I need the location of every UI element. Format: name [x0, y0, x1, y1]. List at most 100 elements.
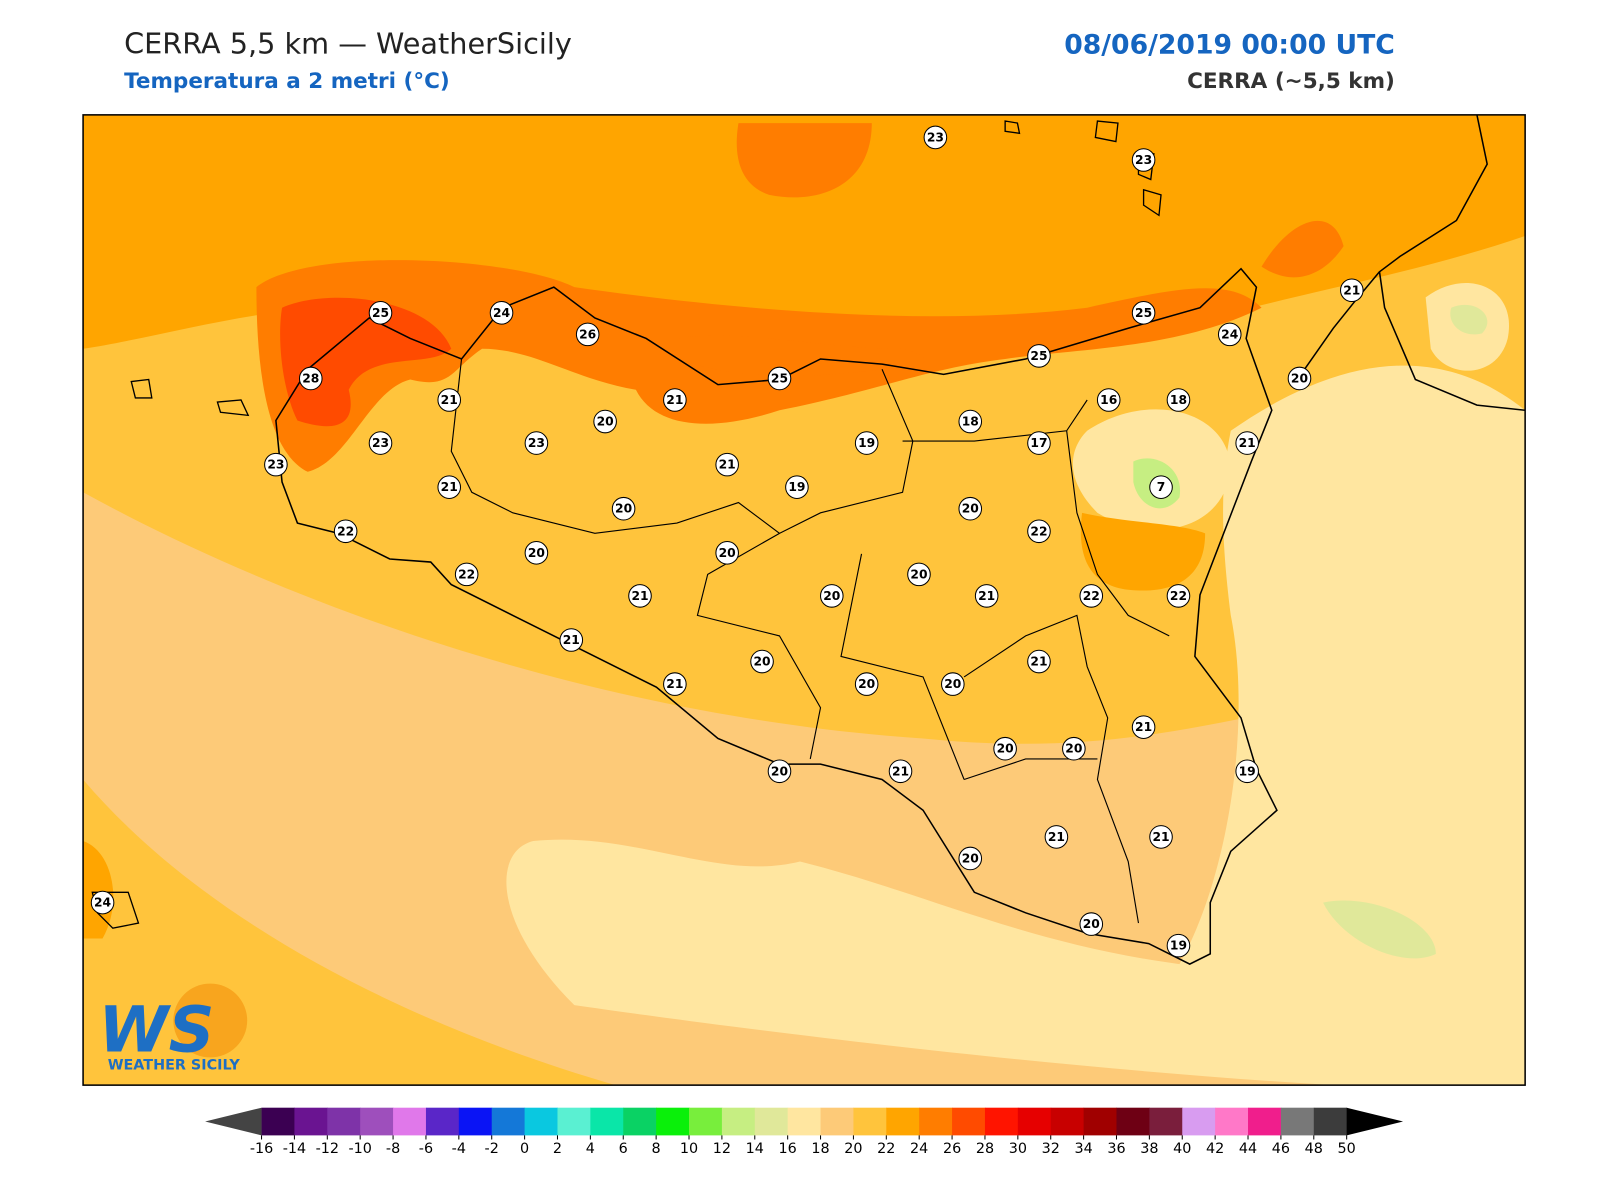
station: 21	[559, 628, 584, 652]
station-marker	[298, 366, 323, 391]
colorbar-tick-label: 40	[1173, 1141, 1191, 1157]
station-value: 22	[458, 567, 475, 581]
station-value: 24	[1221, 327, 1238, 341]
station: 20	[767, 759, 792, 784]
station-value: 21	[441, 393, 458, 407]
station: 20	[611, 496, 636, 521]
colorbar-tick-label: 2	[553, 1141, 562, 1157]
station-value: 19	[788, 480, 805, 494]
station-marker	[368, 301, 393, 325]
station: 26	[575, 322, 600, 347]
station-marker	[611, 496, 636, 521]
station-marker	[437, 475, 462, 499]
station-marker	[1339, 278, 1364, 303]
station-marker	[593, 409, 617, 434]
station-marker	[907, 562, 931, 587]
station-marker	[941, 672, 965, 696]
colorbar-tick-label: 22	[877, 1141, 895, 1157]
station-marker	[767, 366, 792, 391]
station-marker	[1149, 825, 1173, 849]
station-value: 22	[1030, 524, 1047, 538]
station-value: 21	[978, 589, 995, 603]
station: 20	[1079, 912, 1104, 936]
colorbar-tick-label: 36	[1107, 1141, 1125, 1157]
colorbar-tick-label: 44	[1239, 1141, 1257, 1157]
station-marker	[888, 759, 913, 784]
colorbar-bin	[919, 1107, 953, 1136]
station-marker	[454, 562, 479, 587]
station-marker	[1079, 584, 1104, 608]
station-value: 24	[493, 306, 510, 320]
station-value: 20	[962, 851, 979, 865]
colorbar-tick-label: 30	[1009, 1141, 1027, 1157]
coastline	[1296, 114, 1526, 412]
station-value: 21	[666, 677, 683, 691]
station-value: 20	[719, 546, 736, 560]
colorbar-tick-label: -12	[316, 1141, 339, 1157]
station: 20	[819, 584, 844, 608]
station-value: 20	[823, 589, 840, 603]
station-value: 20	[1065, 742, 1082, 756]
colorbar-bin	[1149, 1107, 1183, 1136]
colorbar-tick-label: 26	[943, 1141, 961, 1157]
station: 20	[958, 496, 983, 521]
station-value: 20	[910, 567, 927, 581]
colorbar-bin	[327, 1107, 361, 1136]
colorbar-under	[205, 1107, 262, 1136]
station-marker	[1166, 388, 1191, 412]
colorbar-bin	[261, 1107, 295, 1136]
station-marker	[1027, 431, 1051, 455]
colorbar-bin	[1050, 1107, 1085, 1136]
station: 21	[663, 672, 687, 696]
station-value: 23	[372, 436, 389, 450]
station-marker	[1217, 322, 1242, 347]
station-value: 16	[1100, 393, 1117, 407]
station-value: 20	[858, 677, 875, 691]
station: 20	[854, 672, 879, 696]
colorbar-bin	[689, 1107, 723, 1136]
station: 22	[1027, 519, 1051, 544]
station: 18	[1166, 388, 1191, 412]
station-marker	[1027, 519, 1051, 544]
station-value: 20	[1291, 371, 1308, 385]
station-marker	[1131, 301, 1156, 325]
station: 19	[854, 431, 879, 455]
colorbar-bin	[886, 1107, 920, 1136]
colorbar-tick-label: 32	[1042, 1141, 1060, 1157]
station-value: 7	[1157, 480, 1166, 494]
station-marker	[368, 431, 393, 455]
station-marker	[974, 584, 999, 608]
station-value: 20	[771, 764, 788, 778]
colorbar-bin	[787, 1107, 822, 1136]
station-value: 22	[1170, 589, 1187, 603]
station-marker	[819, 584, 844, 608]
station-value: 21	[719, 458, 736, 472]
station-marker	[1166, 933, 1191, 958]
colorbar-bin	[491, 1107, 526, 1136]
station-marker	[767, 759, 792, 784]
station: 17	[1027, 431, 1051, 455]
logo-sun	[173, 983, 248, 1058]
colorbar-tick-label: -8	[386, 1141, 400, 1157]
station-marker	[854, 672, 879, 696]
station-value: 23	[528, 436, 545, 450]
colorbar-tick-label: -14	[283, 1141, 306, 1157]
colorbar-tick-label: 46	[1272, 1141, 1290, 1157]
station: 21	[628, 584, 652, 608]
colorbar-tick-label: 6	[619, 1141, 628, 1157]
station-value: 21	[441, 480, 458, 494]
station: 20	[958, 846, 983, 871]
field-band	[506, 365, 1526, 1086]
station: 16	[1096, 388, 1121, 412]
field-band	[83, 492, 1526, 1086]
station-value: 18	[1170, 393, 1187, 407]
colorbar-bin	[294, 1107, 328, 1136]
colorbar-tick-label: 4	[586, 1141, 595, 1157]
colorbar-tick-label: 0	[520, 1141, 529, 1157]
station: 24	[1217, 322, 1242, 347]
station: 21	[1044, 825, 1069, 849]
station: 22	[333, 519, 358, 544]
station-marker	[785, 475, 809, 499]
